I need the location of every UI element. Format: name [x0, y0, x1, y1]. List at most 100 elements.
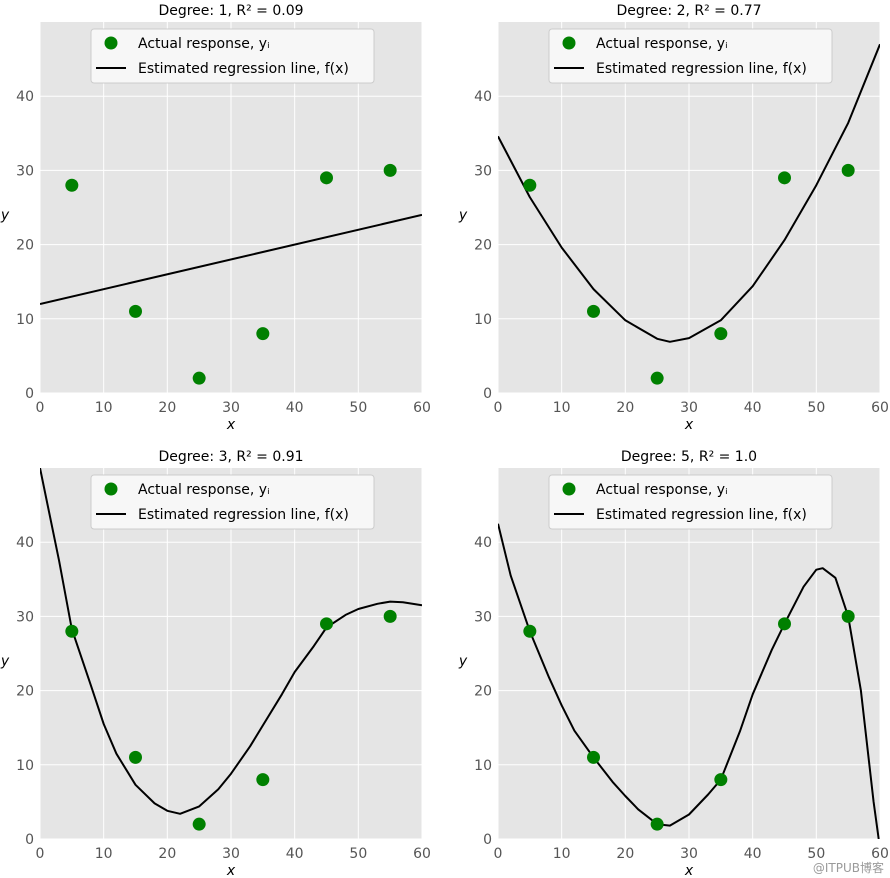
data-point [320, 171, 333, 185]
chart-panel-3: 0 10 20 30 40 50 60 0 10 20 30 40 x y Degree: 3, R² = … [0, 449, 431, 878]
legend-marker [562, 36, 576, 50]
x-tick-label: 20 [616, 400, 634, 416]
x-tick-label: 10 [553, 846, 571, 862]
x-tick-label: 40 [286, 400, 304, 416]
data-point [778, 171, 791, 185]
x-tick-label: 0 [36, 400, 45, 416]
data-point [714, 773, 728, 787]
y-tick-label: 0 [25, 386, 34, 402]
legend-box [90, 474, 375, 530]
x-tick-label: 60 [871, 846, 889, 862]
legend: Actual response, yᵢ Estimated regression … [90, 474, 375, 530]
data-point [383, 163, 397, 177]
legend-marker [104, 482, 118, 496]
y-tick-label: 20 [16, 238, 34, 254]
x-tick-label: 10 [95, 846, 113, 862]
legend-box [548, 474, 833, 530]
y-tick-label: 10 [16, 312, 34, 328]
data-point [714, 327, 728, 341]
legend-label: Estimated regression line, f(x) [138, 61, 349, 77]
data-point [192, 371, 206, 385]
legend-box [90, 28, 375, 84]
y-tick-label: 40 [16, 535, 34, 551]
y-axis-label: y [0, 208, 10, 224]
legend: Actual response, yᵢ Estimated regression … [548, 474, 833, 530]
y-tick-label: 10 [474, 758, 492, 774]
x-tick-label: 60 [413, 846, 431, 862]
data-point [523, 624, 537, 638]
regression-line [498, 523, 880, 839]
data-point [65, 624, 79, 638]
data-point [256, 773, 270, 787]
y-axis-label: y [458, 208, 468, 224]
data-point [650, 371, 664, 385]
x-tick-label: 50 [349, 846, 367, 862]
y-tick-label: 30 [16, 609, 34, 625]
data-point [129, 304, 142, 318]
data-point [841, 609, 855, 623]
x-tick-label: 60 [871, 400, 889, 416]
data-point [129, 750, 142, 764]
x-axis-label: x [226, 863, 236, 878]
legend-box [548, 28, 833, 84]
data-point [192, 817, 206, 831]
x-tick-label: 30 [222, 400, 240, 416]
chart-panel-1: 0 10 20 30 40 50 60 0 10 20 30 40 x y Degree: 1, R² = … [0, 3, 431, 433]
chart-title: Degree: 1, R² = 0.09 [158, 3, 303, 19]
data-point [523, 178, 537, 192]
x-tick-label: 20 [616, 846, 634, 862]
y-tick-label: 40 [474, 535, 492, 551]
x-tick-label: 10 [553, 400, 571, 416]
y-tick-label: 40 [16, 89, 34, 105]
y-tick-label: 20 [474, 684, 492, 700]
grid [39, 468, 423, 840]
data-point [256, 327, 270, 341]
x-tick-label: 60 [413, 400, 431, 416]
data-point [65, 178, 79, 192]
grid [497, 468, 881, 840]
data-point [383, 609, 397, 623]
legend-label: Estimated regression line, f(x) [138, 507, 349, 523]
y-tick-label: 0 [483, 832, 492, 848]
legend-marker [104, 36, 118, 50]
watermark: @ITPUB博客 [813, 857, 884, 876]
x-tick-label: 50 [807, 846, 825, 862]
regression-line [40, 468, 422, 815]
y-tick-label: 10 [16, 758, 34, 774]
chart-title: Degree: 2, R² = 0.77 [616, 3, 761, 19]
data-point [320, 617, 333, 631]
data-point [841, 163, 855, 177]
legend-label: Actual response, yᵢ [138, 36, 270, 52]
legend-label: Actual response, yᵢ [138, 482, 270, 498]
x-tick-label: 50 [349, 400, 367, 416]
x-tick-label: 0 [494, 846, 503, 862]
y-tick-label: 0 [483, 386, 492, 402]
data-point [587, 750, 600, 764]
y-tick-label: 0 [25, 832, 34, 848]
grid [497, 22, 881, 394]
x-tick-label: 0 [36, 846, 45, 862]
x-tick-label: 40 [744, 846, 762, 862]
x-tick-label: 30 [680, 846, 698, 862]
legend-label: Actual response, yᵢ [596, 36, 728, 52]
x-axis-label: x [684, 417, 694, 433]
x-tick-label: 20 [158, 846, 176, 862]
x-tick-label: 50 [807, 400, 825, 416]
x-tick-label: 30 [222, 846, 240, 862]
y-tick-label: 40 [474, 89, 492, 105]
chart-panel-2: 0 10 20 30 40 50 60 0 10 20 30 40 x y Degree: 2, R² = … [458, 3, 889, 433]
chart-title: Degree: 5, R² = 1.0 [621, 449, 757, 465]
data-point [587, 304, 600, 318]
y-axis-label: y [0, 654, 10, 670]
x-axis-label: x [684, 863, 694, 878]
grid [39, 22, 423, 394]
chart-panel-4: 0 10 20 30 40 50 60 0 10 20 30 40 x y Degree: 5, R² = … [458, 449, 889, 878]
y-tick-label: 30 [474, 609, 492, 625]
x-tick-label: 0 [494, 400, 503, 416]
y-tick-label: 20 [16, 684, 34, 700]
watermark-text: @ITPUB博客 [812, 861, 884, 875]
x-axis-label: x [226, 417, 236, 433]
x-tick-label: 40 [286, 846, 304, 862]
y-tick-label: 20 [474, 238, 492, 254]
